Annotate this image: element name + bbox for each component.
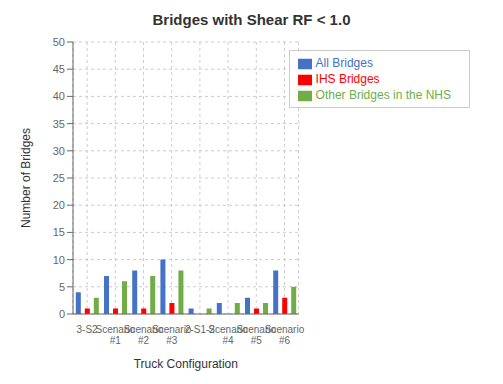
html-text:#1: #1 — [109, 335, 121, 346]
svg-text:20: 20 — [53, 199, 65, 211]
svg-text:40: 40 — [53, 90, 65, 102]
svg-text:45: 45 — [53, 63, 65, 75]
svg-text:3-S2: 3-S2 — [76, 324, 98, 335]
svg-text:30: 30 — [53, 145, 65, 157]
html-text:#5: #5 — [250, 335, 262, 346]
svg-text:5: 5 — [59, 281, 65, 293]
html-text:Bridges with Shear RF < 1.0: Bridges with Shear RF < 1.0 — [152, 11, 351, 28]
html-text:Other Bridges in the NHS: Other Bridges in the NHS — [315, 88, 451, 102]
svg-text:Truck Configuration: Truck Configuration — [134, 357, 238, 371]
html-text:IHS Bridges: IHS Bridges — [315, 72, 380, 86]
svg-text:25: 25 — [53, 172, 65, 184]
svg-text:15: 15 — [53, 226, 65, 238]
html-text:Scenario: Scenario — [123, 324, 164, 335]
html-text:#2: #2 — [137, 335, 150, 346]
html-text:Scenario: Scenario — [208, 324, 248, 335]
svg-text:35: 35 — [53, 118, 65, 130]
svg-text:Number of Bridges: Number of Bridges — [19, 128, 33, 228]
svg-text:0: 0 — [59, 308, 65, 320]
html-text:Scenario: Scenario — [152, 324, 192, 335]
svg-text:10: 10 — [53, 254, 65, 266]
html-text:Scenario: Scenario — [236, 324, 276, 335]
html-text:#4: #4 — [222, 335, 234, 346]
html-text:Scenario: Scenario — [95, 324, 135, 335]
svg-text:2-S1-2: 2-S1-2 — [184, 324, 215, 335]
html-text:All Bridges: All Bridges — [315, 56, 373, 70]
svg-text:50: 50 — [53, 36, 65, 48]
svg-text:Scenario#6: Scenario#6 — [265, 324, 305, 346]
html-text:#3: #3 — [166, 335, 178, 346]
